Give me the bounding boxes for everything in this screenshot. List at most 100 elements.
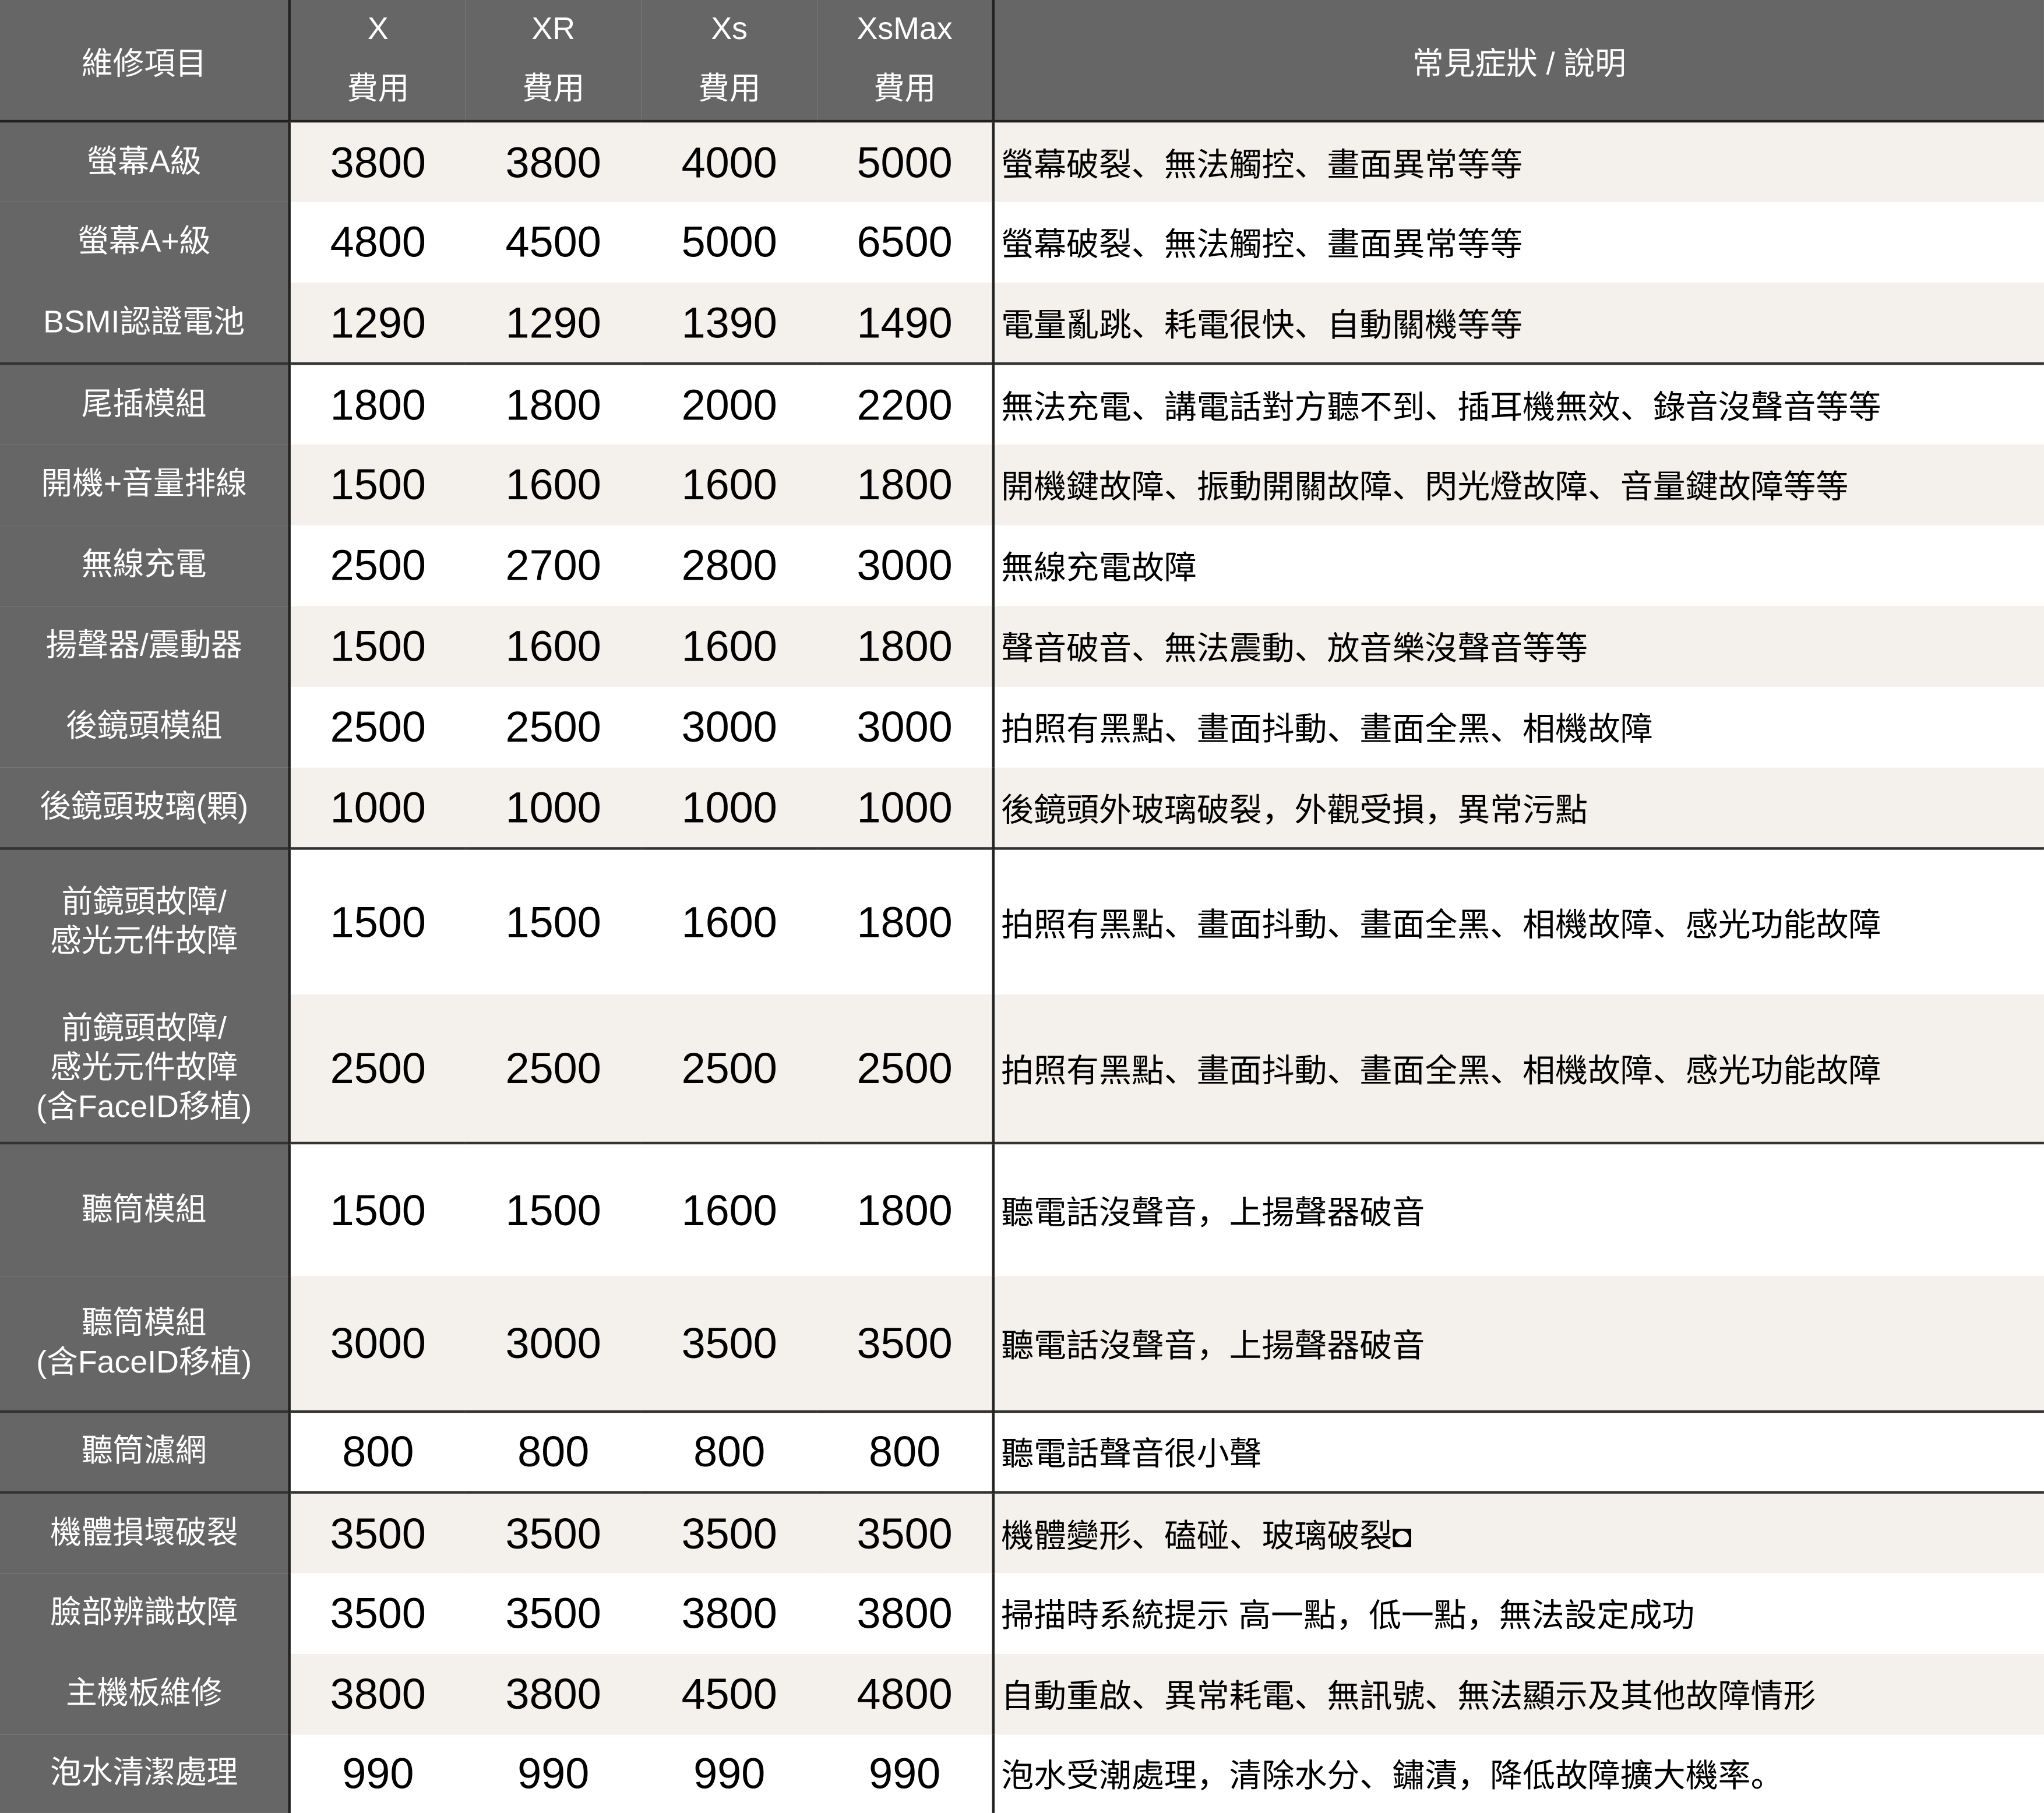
symptom-description: 拍照有黑點、畫面抖動、畫面全黑、相機故障 — [992, 687, 2044, 768]
symptom-description: 拍照有黑點、畫面抖動、畫面全黑、相機故障、感光功能故障 — [992, 848, 2044, 994]
repair-item: 螢幕A+級 — [0, 202, 291, 283]
header-model-xsmax: XsMax 費用 — [817, 0, 993, 122]
price-cell: 2500 — [817, 994, 993, 1144]
price-cell: 2500 — [641, 994, 817, 1144]
symptom-description: 螢幕破裂、無法觸控、畫面異常等等 — [992, 202, 2044, 283]
price-cell: 3800 — [289, 1654, 466, 1735]
symptom-description: 無線充電故障 — [992, 525, 2044, 606]
symptom-description: 開機鍵故障、振動開關故障、閃光燈故障、音量鍵故障等等 — [992, 444, 2044, 525]
price-cell: 1800 — [817, 1143, 993, 1276]
repair-item: 尾插模組 — [0, 364, 291, 445]
price-cell: 800 — [465, 1411, 642, 1493]
repair-item-line: 聽筒模組 — [81, 1191, 207, 1228]
price-cell: 2800 — [641, 525, 817, 606]
model-name: XsMax — [857, 12, 953, 47]
repair-item: 前鏡頭故障/感光元件故障 — [0, 848, 291, 994]
price-cell: 990 — [817, 1734, 993, 1813]
price-cell: 3000 — [465, 1276, 642, 1412]
price-cell: 1290 — [289, 283, 466, 364]
price-cell: 1500 — [289, 444, 466, 525]
price-cell: 3000 — [817, 525, 993, 606]
price-cell: 1600 — [465, 444, 642, 525]
table-row: 聽筒模組 (含FaceID移植) 3000 3000 3500 3500 聽電話沒聲音，上揚… — [0, 1276, 2044, 1412]
price-cell: 1500 — [465, 1143, 642, 1276]
repair-item-line: (含FaceID移植) — [36, 1344, 252, 1380]
repair-item-line: 尾插模組 — [81, 386, 207, 422]
header-item: 維修項目 — [0, 0, 291, 122]
header-description: 常見症狀 / 說明 — [992, 0, 2044, 122]
table-row: 前鏡頭故障/感光元件故障 1500 1500 1600 1800 拍照有黑點、畫面抖動、畫… — [0, 848, 2044, 994]
repair-item: 揚聲器/震動器 — [0, 606, 291, 687]
price-cell: 1500 — [465, 848, 642, 994]
symptom-description: 聽電話沒聲音，上揚聲器破音 — [992, 1143, 2044, 1276]
price-cell: 3500 — [465, 1573, 642, 1655]
header-model-xs: Xs 費用 — [641, 0, 817, 122]
price-cell: 5000 — [641, 202, 817, 283]
symptom-description: 掃描時系統提示 高一點，低一點，無法設定成功 — [992, 1573, 2044, 1655]
repair-item-line: 臉部辨識故障 — [50, 1595, 238, 1631]
repair-item-line: 前鏡頭故障/ — [61, 884, 227, 920]
price-cell: 990 — [289, 1734, 466, 1813]
price-cell: 800 — [817, 1411, 993, 1493]
price-cell: 3800 — [641, 1573, 817, 1655]
price-cell: 4000 — [641, 121, 817, 202]
price-cell: 4800 — [289, 202, 466, 283]
price-cell: 3800 — [289, 121, 466, 202]
price-cell: 4800 — [817, 1654, 993, 1735]
repair-item-line: 機體損壞破裂 — [50, 1515, 238, 1551]
repair-item-line: 螢幕A+級 — [77, 224, 211, 260]
price-cell: 2500 — [465, 994, 642, 1144]
price-cell: 3800 — [465, 121, 642, 202]
repair-item-line: BSMI認證電池 — [43, 304, 245, 340]
symptom-description: 聽電話聲音很小聲 — [992, 1411, 2044, 1493]
repair-item-line: 聽筒模組 — [81, 1305, 207, 1341]
price-cell: 2700 — [465, 525, 642, 606]
price-cell: 1600 — [641, 848, 817, 994]
table-row: 螢幕A級 3800 3800 4000 5000 螢幕破裂、無法觸控、畫面異常等等 — [0, 121, 2044, 202]
repair-item-line: 後鏡頭模組 — [65, 709, 223, 745]
repair-item: 螢幕A級 — [0, 121, 291, 202]
price-cell: 2500 — [289, 525, 466, 606]
price-cell: 1490 — [817, 283, 993, 364]
symptom-description: 無法充電、講電話對方聽不到、插耳機無效、錄音沒聲音等等 — [992, 364, 2044, 445]
table-row: 臉部辨識故障 3500 3500 3800 3800 掃描時系統提示 高一點，低一點，無法… — [0, 1573, 2044, 1655]
symptom-description: 電量亂跳、耗電很快、自動關機等等 — [992, 283, 2044, 364]
model-sub: 費用 — [873, 72, 936, 107]
price-cell: 3500 — [641, 1276, 817, 1412]
price-cell: 1500 — [289, 848, 466, 994]
symptom-description: 螢幕破裂、無法觸控、畫面異常等等 — [992, 121, 2044, 202]
price-cell: 1390 — [641, 283, 817, 364]
header-row: 維修項目 X 費用 XR 費用 Xs 費用 XsMax 費用 常見症狀 / 說明 — [0, 0, 2044, 122]
price-cell: 3500 — [289, 1492, 466, 1574]
repair-item-line: 前鏡頭故障/ — [61, 1010, 227, 1046]
table-row: 前鏡頭故障/感光元件故障 (含FaceID移植) 2500 2500 2500 2500 拍… — [0, 994, 2044, 1144]
price-cell: 800 — [289, 1411, 466, 1493]
price-cell: 1600 — [641, 444, 817, 525]
table-row: 螢幕A+級 4800 4500 5000 6500 螢幕破裂、無法觸控、畫面異常等等 — [0, 202, 2044, 283]
header-model-xr: XR 費用 — [465, 0, 642, 122]
repair-item-line: (含FaceID移植) — [36, 1089, 252, 1124]
model-sub: 費用 — [521, 72, 585, 107]
table-row: 尾插模組 1800 1800 2000 2200 無法充電、講電話對方聽不到、插耳機無效、… — [0, 364, 2044, 445]
price-cell: 1000 — [817, 767, 993, 849]
table-row: 後鏡頭玻璃(顆) 1000 1000 1000 1000 後鏡頭外玻璃破裂，外觀受損，異常… — [0, 767, 2044, 849]
price-cell: 5000 — [817, 121, 993, 202]
price-cell: 2500 — [465, 687, 642, 768]
price-cell: 1500 — [289, 606, 466, 687]
price-cell: 2000 — [641, 364, 817, 445]
repair-item-line: 螢幕A級 — [86, 144, 202, 179]
repair-item: 聽筒模組 (含FaceID移植) — [0, 1276, 291, 1412]
symptom-description: 自動重啟、異常耗電、無訊號、無法顯示及其他故障情形 — [992, 1654, 2044, 1735]
price-cell: 1000 — [289, 767, 466, 849]
price-cell: 4500 — [465, 202, 642, 283]
table-row: 揚聲器/震動器 1500 1600 1600 1800 聲音破音、無法震動、放音樂沒聲音等… — [0, 606, 2044, 687]
price-cell: 4500 — [641, 1654, 817, 1735]
repair-item-line: 開機+音量排線 — [41, 466, 247, 502]
repair-item-line: 揚聲器/震動器 — [45, 628, 242, 664]
price-cell: 3500 — [465, 1492, 642, 1574]
price-cell: 800 — [641, 1411, 817, 1493]
price-cell: 1000 — [465, 767, 642, 849]
price-cell: 990 — [465, 1734, 642, 1813]
model-sub: 費用 — [347, 72, 410, 107]
